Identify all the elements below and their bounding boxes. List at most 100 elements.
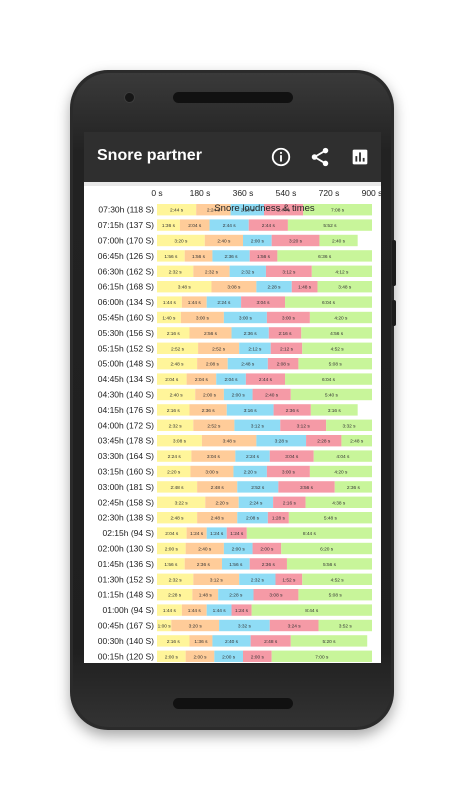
- bar-segment: [306, 435, 342, 447]
- bar-segment: [157, 450, 192, 462]
- bar-segment: [245, 373, 286, 385]
- segment-label: 6:36 s: [318, 254, 332, 260]
- row-label: 01:00h (94 S): [102, 605, 154, 615]
- segment-label: 3:16 s: [328, 408, 342, 414]
- segment-label: 2:36 s: [262, 562, 276, 568]
- bar-segment: [218, 589, 254, 601]
- segment-label: 2:16 s: [279, 331, 293, 337]
- bar-segment: [281, 542, 372, 555]
- bar-segment: [270, 342, 303, 354]
- segment-label: 2:00 s: [193, 654, 207, 660]
- row-label: 05:30h (156 S): [98, 328, 154, 338]
- segment-label: 5:20 s: [322, 639, 336, 645]
- bar-segment: [266, 311, 310, 324]
- segment-label: 3:22 s: [175, 500, 189, 506]
- row-label: 02:15h (94 S): [102, 528, 154, 538]
- bar-segment: [157, 204, 197, 216]
- segment-label: 2:48 s: [171, 485, 185, 491]
- bar-segment: [246, 527, 372, 539]
- bar-segment: [229, 265, 266, 277]
- segment-label: 2:16 s: [167, 639, 181, 645]
- bar-segment: [317, 281, 372, 293]
- segment-label: 2:20 s: [215, 500, 229, 506]
- segment-label: 3:48 s: [338, 285, 352, 291]
- bar-segment: [204, 234, 243, 247]
- bar-segment: [326, 419, 372, 431]
- segment-label: 2:24 s: [246, 454, 260, 460]
- segment-label: 1:44 s: [188, 300, 202, 306]
- segment-label: 2:20 s: [167, 470, 181, 476]
- segment-label: 3:12 s: [251, 423, 265, 429]
- bar-segment: [198, 342, 240, 354]
- bar-segment: [271, 234, 320, 247]
- bar-segment: [157, 527, 187, 539]
- bar-segment: [157, 558, 185, 570]
- bar-segment: [252, 388, 291, 401]
- bar-segment: [157, 435, 202, 447]
- bar-segment: [186, 373, 217, 385]
- segment-label: 3:20 s: [189, 624, 203, 630]
- bar-segment: [251, 604, 372, 616]
- bar-segment: [219, 619, 270, 632]
- bar-segment: [197, 481, 238, 493]
- bar-segment: [157, 465, 191, 478]
- bar-segment: [221, 558, 250, 570]
- segment-label: 3:12 s: [282, 269, 296, 275]
- bar-segment: [157, 342, 199, 354]
- bar-segment: [341, 435, 372, 447]
- segment-label: 3:12 s: [297, 423, 311, 429]
- bar-segment: [291, 281, 318, 293]
- top-speaker: [173, 92, 293, 103]
- row-label: 00:45h (167 S): [98, 621, 154, 631]
- bar-segment: [233, 465, 267, 478]
- bar-segment: [266, 465, 310, 478]
- bar-segment: [223, 388, 253, 401]
- segment-label: 2:44 s: [262, 223, 276, 229]
- bar-segment: [214, 650, 243, 662]
- segment-label: 2:40 s: [217, 239, 231, 245]
- bar-chart-icon[interactable]: [349, 146, 371, 168]
- bar-segment: [181, 296, 207, 308]
- segment-label: 2:48 s: [171, 362, 185, 368]
- bar-segment: [157, 358, 198, 370]
- segment-label: 2:56 s: [204, 331, 218, 337]
- segment-label: 3:00 s: [239, 316, 253, 322]
- row-label: 06:45h (126 S): [98, 251, 154, 261]
- bar-segment: [319, 234, 358, 247]
- row-label: 05:00h (148 S): [98, 359, 154, 369]
- row-label: 04:15h (176 S): [98, 405, 154, 415]
- bar-segment: [273, 496, 306, 508]
- bar-segment: [189, 635, 213, 647]
- segment-label: 2:36 s: [197, 562, 211, 568]
- segment-label: 8:44 s: [305, 608, 319, 614]
- row-label: 01:15h (148 S): [98, 590, 154, 600]
- segment-label: 3:00 s: [282, 470, 296, 476]
- segment-label: 2:32 s: [169, 269, 183, 275]
- segment-label: 3:48 s: [223, 439, 237, 445]
- share-icon[interactable]: [309, 146, 331, 168]
- bar-segment: [157, 542, 186, 555]
- app-title: Snore partner: [97, 147, 202, 164]
- segment-label: 2:52 s: [171, 346, 185, 352]
- segment-label: 3:24 s: [288, 624, 302, 630]
- bar-segment: [226, 527, 247, 539]
- info-icon[interactable]: [270, 146, 292, 168]
- segment-label: 2:32 s: [251, 577, 265, 583]
- bar-segment: [298, 358, 372, 370]
- bar-segment: [269, 619, 319, 632]
- bar-segment: [209, 219, 249, 231]
- segment-label: 2:00 s: [222, 654, 236, 660]
- segment-label: 2:32 s: [241, 269, 255, 275]
- bar-segment: [302, 342, 372, 354]
- segment-label: 1:56 s: [164, 254, 178, 260]
- segment-label: 1:36 s: [162, 223, 176, 229]
- segment-label: 3:04 s: [257, 300, 271, 306]
- segment-label: 2:04 s: [165, 531, 179, 537]
- bar-segment: [157, 327, 190, 339]
- bar-segment: [275, 573, 303, 585]
- bar-segment: [223, 542, 253, 555]
- bar-segment: [157, 234, 205, 247]
- bar-segment: [277, 250, 372, 262]
- top-tick-label: 900 s: [362, 188, 381, 198]
- row-label: 04:45h (134 S): [98, 374, 154, 384]
